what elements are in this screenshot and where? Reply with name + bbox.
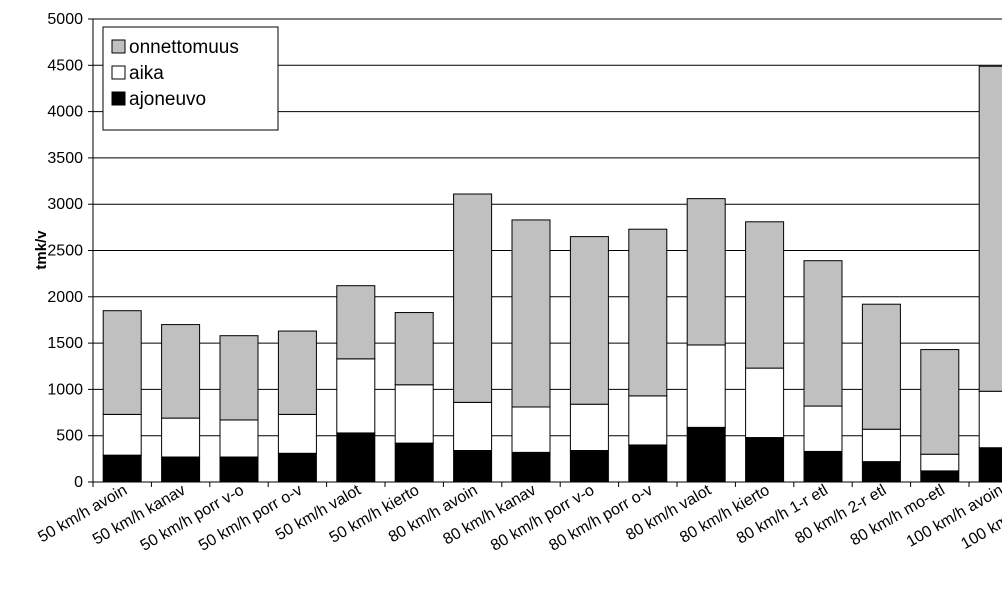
y-tick-label: 2000 xyxy=(47,289,83,306)
bar-segment-aika xyxy=(277,413,317,454)
bar-segment-onnettomuus xyxy=(686,198,726,346)
y-tick-label: 5000 xyxy=(47,11,83,28)
y-axis-title: tmk/v xyxy=(33,230,50,270)
bars xyxy=(102,65,1002,483)
bar-segment-aika xyxy=(978,390,1002,449)
x-tick-label: 80 km/h porr v-o xyxy=(488,482,597,555)
bar-segment-ajoneuvo xyxy=(453,450,493,483)
bar-segment-ajoneuvo xyxy=(161,456,201,483)
bar-segment-aika xyxy=(511,406,551,453)
legend-label-ajoneuvo: ajoneuvo xyxy=(129,89,206,110)
bar-segment-aika xyxy=(628,395,668,446)
bar-segment-aika xyxy=(336,358,376,434)
y-tick-label: 1000 xyxy=(47,381,83,398)
legend: onnettomuus aika ajoneuvo xyxy=(102,26,279,131)
bar-segment-onnettomuus xyxy=(161,324,201,419)
axes xyxy=(88,18,1002,487)
y-tick-labels: 0 500 1000 1500 2000 2500 3000 3500 4000 4500 5000 xyxy=(47,11,83,491)
bar-segment-ajoneuvo xyxy=(628,444,668,483)
bar-segment-ajoneuvo xyxy=(803,450,843,483)
bar-segment-ajoneuvo xyxy=(219,456,259,483)
y-tick-label: 4000 xyxy=(47,104,83,121)
bar-segment-ajoneuvo xyxy=(978,447,1002,483)
bar-segment-onnettomuus xyxy=(511,219,551,408)
y-tick-label: 3000 xyxy=(47,196,83,213)
bar-segment-aika xyxy=(920,453,960,472)
bar-segment-onnettomuus xyxy=(277,330,317,415)
bar-segment-onnettomuus xyxy=(861,303,901,430)
y-tick-label: 4500 xyxy=(47,57,83,74)
bar-segment-onnettomuus xyxy=(394,312,434,386)
y-tick-label: 1500 xyxy=(47,335,83,352)
x-tick-label: 50 km/h porr o-v xyxy=(196,482,305,555)
bar-segment-aika xyxy=(745,367,785,439)
bar-segment-onnettomuus xyxy=(920,349,960,455)
y-tick-label: 500 xyxy=(56,428,83,445)
bar-segment-ajoneuvo xyxy=(745,437,785,483)
legend-swatch-onnettomuus xyxy=(111,39,126,54)
bar-segment-onnettomuus xyxy=(569,236,609,405)
legend-box xyxy=(102,26,279,131)
bar-segment-aika xyxy=(803,405,843,452)
bar-segment-onnettomuus xyxy=(745,221,785,369)
bar-segment-ajoneuvo xyxy=(686,426,726,483)
y-tick-label: 2500 xyxy=(47,243,83,260)
bar-segment-onnettomuus xyxy=(978,65,1002,392)
bar-segment-ajoneuvo xyxy=(920,470,960,483)
bar-segment-aika xyxy=(569,403,609,452)
legend-swatch-aika xyxy=(111,65,126,80)
legend-label-onnettomuus: onnettomuus xyxy=(129,37,239,58)
x-tick-label: 80 km/h porr o-v xyxy=(546,482,655,555)
y-tick-label: 0 xyxy=(74,474,83,491)
bar-segment-aika xyxy=(394,384,434,444)
bar-segment-aika xyxy=(453,401,493,452)
bar-segment-ajoneuvo xyxy=(336,432,376,483)
legend-label-aika: aika xyxy=(129,63,164,84)
bar-segment-ajoneuvo xyxy=(394,442,434,483)
bar-segment-ajoneuvo xyxy=(277,452,317,483)
bar-segment-ajoneuvo xyxy=(511,451,551,483)
bar-segment-onnettomuus xyxy=(102,310,142,415)
bar-segment-onnettomuus xyxy=(336,285,376,360)
bar-segment-onnettomuus xyxy=(628,228,668,397)
bar-segment-ajoneuvo xyxy=(102,454,142,483)
legend-swatch-ajoneuvo xyxy=(111,91,126,106)
bar-segment-onnettomuus xyxy=(219,335,259,421)
bar-segment-aika xyxy=(102,413,142,456)
bar-segment-onnettomuus xyxy=(453,193,493,403)
bar-segment-onnettomuus xyxy=(803,260,843,407)
bar-segment-aika xyxy=(686,344,726,428)
bar-segment-aika xyxy=(219,419,259,458)
bar-segment-ajoneuvo xyxy=(861,461,901,483)
bar-segment-ajoneuvo xyxy=(569,450,609,483)
bar-segment-aika xyxy=(861,428,901,463)
bar-segment-aika xyxy=(161,417,201,458)
y-tick-label: 3500 xyxy=(47,150,83,167)
x-tick-label: 50 km/h porr v-o xyxy=(138,482,247,555)
